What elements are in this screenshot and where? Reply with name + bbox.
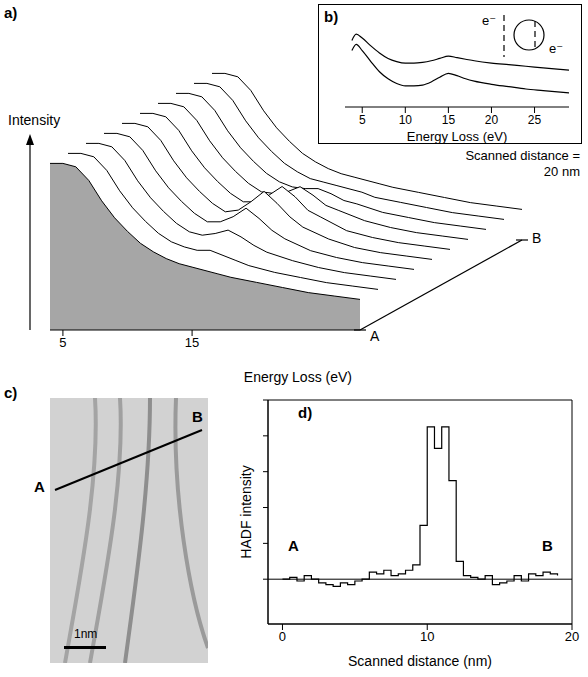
svg-text:1nm: 1nm [74,627,97,641]
html-text:d): d) [298,404,313,421]
svg-text:e⁻: e⁻ [482,13,496,28]
svg-text:20: 20 [565,629,579,644]
html-text:B: B [542,537,553,555]
html-text:Intensity: Intensity [8,112,61,128]
svg-text:20: 20 [485,113,499,127]
svg-text:15: 15 [442,113,456,127]
html-text:A: A [288,537,299,555]
html-text:c): c) [4,384,18,401]
svg-text:10: 10 [399,113,413,127]
svg-text:Energy Loss (eV): Energy Loss (eV) [244,369,352,385]
svg-text:HADF intensity: HADF intensity [238,465,254,558]
svg-text:10: 10 [420,629,434,644]
html-text:B: B [532,230,542,246]
svg-text:0: 0 [279,629,286,644]
svg-text:Scanned distance (nm): Scanned distance (nm) [348,653,492,669]
svg-text:e⁻: e⁻ [549,41,563,56]
html-text:B: B [192,408,203,425]
svg-text:Energy Loss (eV): Energy Loss (eV) [407,129,507,143]
html-text:Scanned distance = 20 nm: Scanned distance = 20 nm [465,148,580,179]
svg-text:15: 15 [185,335,199,350]
html-text:b): b) [324,8,339,25]
html-text:A: A [370,328,380,344]
svg-text:25: 25 [528,113,542,127]
svg-text:5: 5 [59,335,66,350]
html-text:a): a) [4,4,18,21]
html-text:A: A [34,478,45,495]
svg-text:5: 5 [359,113,366,127]
